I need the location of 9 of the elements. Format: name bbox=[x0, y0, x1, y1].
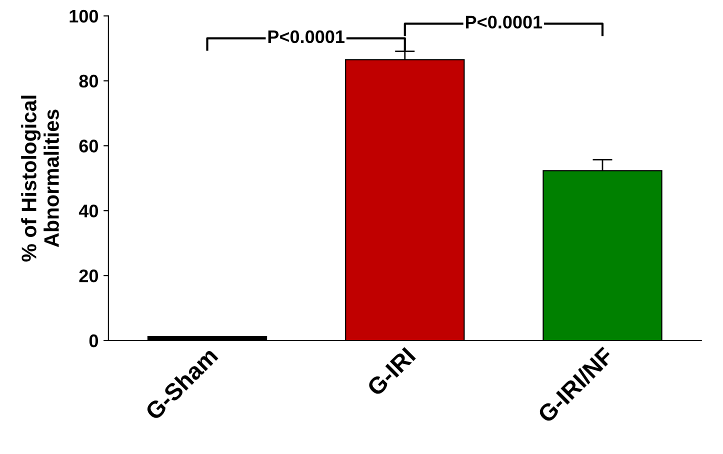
y-tick-label: 0 bbox=[89, 334, 98, 348]
y-tick-label: 100 bbox=[70, 10, 98, 23]
annotation: P<0.0001 bbox=[466, 16, 542, 29]
y-tick-label: 20 bbox=[79, 270, 98, 282]
y-tick-label: 40 bbox=[78, 204, 98, 218]
annotation: P<0.0001 bbox=[268, 30, 344, 44]
y-axis-title: % of Histological Abnormalities bbox=[21, 96, 59, 262]
y-tick-label: 60 bbox=[79, 140, 98, 152]
y-tick-label: 80 bbox=[79, 74, 98, 88]
